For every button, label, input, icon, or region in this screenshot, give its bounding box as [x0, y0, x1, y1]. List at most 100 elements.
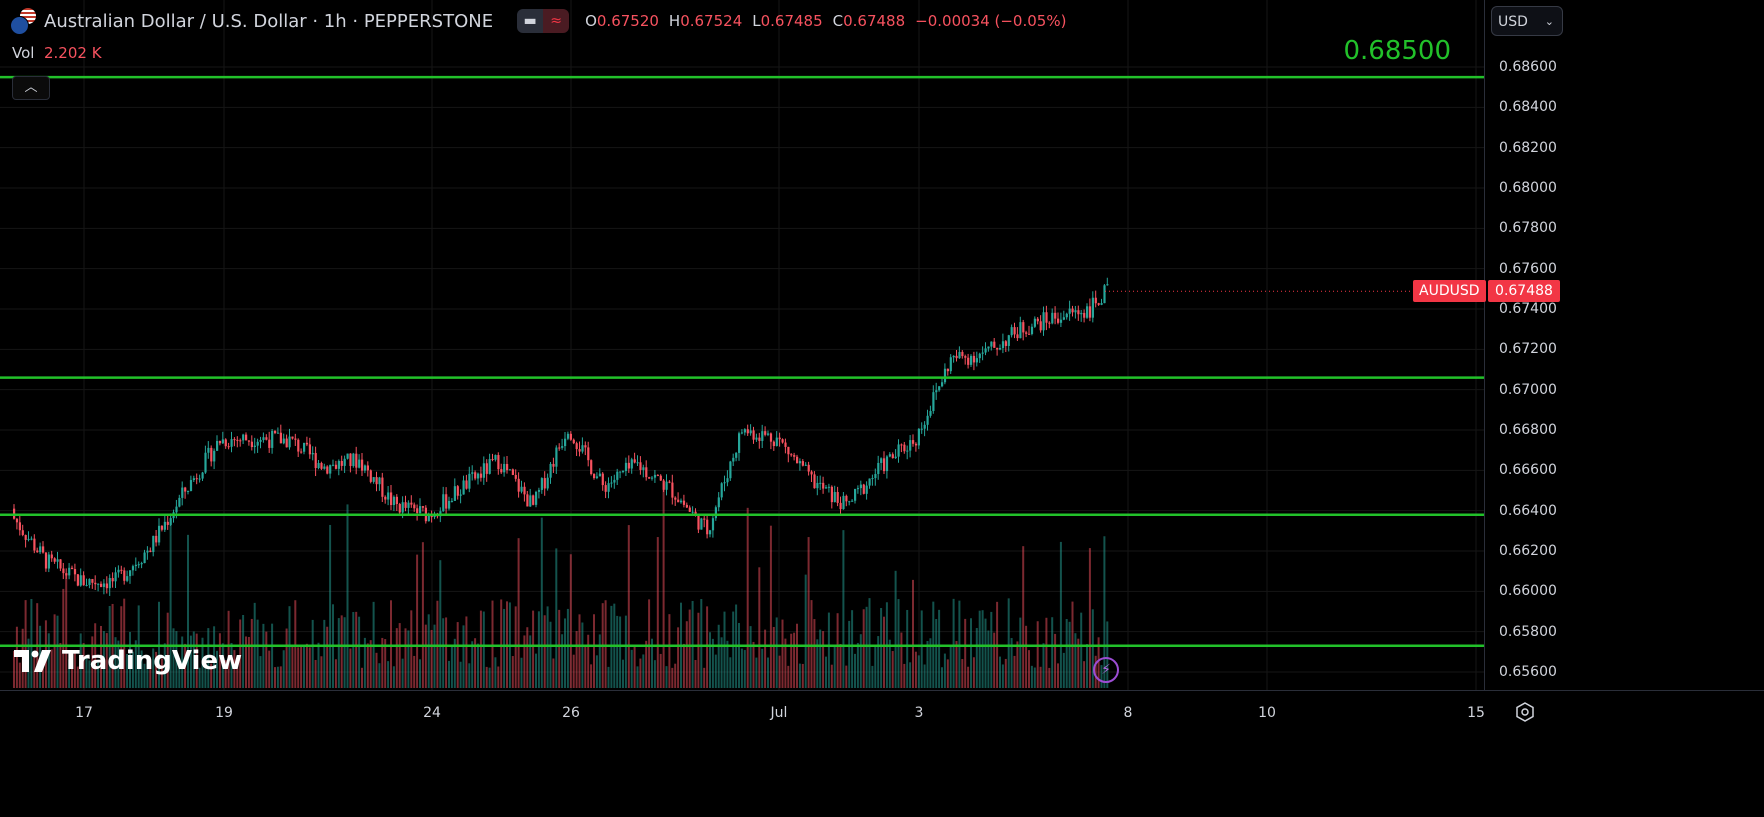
candle — [816, 482, 819, 489]
volume-bar — [938, 609, 941, 688]
candle — [479, 473, 483, 478]
candle — [935, 390, 938, 393]
candle — [564, 438, 567, 447]
volume-bar — [271, 623, 274, 688]
volume-bar — [543, 615, 546, 688]
time-axis[interactable]: 17 19 24 26 Jul 3 8 10 15 — [0, 690, 1764, 817]
candle — [752, 430, 755, 440]
volume-bar — [239, 619, 242, 688]
volume-bar — [340, 615, 343, 688]
volume-bar — [706, 606, 709, 688]
volume-bar — [769, 525, 772, 688]
volume-bar — [453, 638, 456, 688]
candle — [569, 433, 572, 440]
volume-bar — [584, 644, 587, 688]
volume-bar — [914, 651, 917, 688]
volume-bar — [15, 626, 18, 688]
volume-bar — [946, 659, 949, 688]
volume-bar — [146, 660, 149, 688]
symbol-title[interactable]: Australian Dollar / U.S. Dollar · 1h · P… — [44, 10, 494, 32]
volume-bar — [491, 600, 494, 688]
candle — [340, 460, 343, 466]
volume-bar — [160, 658, 163, 688]
candle — [830, 486, 833, 503]
price-chart[interactable] — [0, 0, 1484, 690]
price-axis[interactable]: USD ⌄ 0.68600 0.68400 0.68200 0.68000 0.67800… — [1484, 0, 1764, 690]
candle — [575, 443, 578, 450]
candle — [914, 443, 918, 446]
volume-bar — [555, 548, 558, 688]
wave-icon[interactable]: ≈ — [543, 9, 570, 33]
candle — [691, 511, 694, 513]
volume-bar — [529, 635, 532, 688]
volume-bar — [839, 643, 842, 688]
candle — [949, 357, 952, 372]
grid — [0, 0, 1484, 690]
candle — [337, 460, 340, 469]
candle — [1074, 310, 1077, 313]
candle — [1077, 310, 1080, 315]
volume-bar — [796, 623, 798, 688]
candle — [166, 521, 169, 525]
volume-bar — [218, 633, 221, 688]
low-label: L — [752, 12, 761, 30]
tradingview-logo[interactable]: TradingView — [14, 646, 242, 676]
volume-bar — [282, 650, 285, 688]
price-tick: 0.66000 — [1499, 583, 1557, 600]
volume-bar — [981, 610, 984, 688]
volume-bar — [578, 614, 581, 688]
volume-bar — [503, 608, 506, 688]
horizontal-lines[interactable] — [0, 75, 1484, 648]
volume-bar — [952, 598, 955, 688]
candle — [384, 496, 387, 500]
candle — [581, 445, 584, 452]
candle — [468, 473, 471, 489]
lightning-icon[interactable]: ⚡ — [1093, 657, 1119, 683]
volume-bar — [421, 542, 424, 688]
candle — [430, 514, 433, 518]
chevron-down-icon: ⌄ — [1544, 15, 1554, 28]
candle — [558, 447, 561, 449]
open-label: O — [585, 12, 597, 30]
candle — [961, 351, 964, 357]
volume-bar — [294, 600, 297, 688]
volume-legend: Vol 2.202 K — [12, 44, 102, 62]
volume-bar — [184, 643, 187, 688]
volume-bar — [604, 600, 607, 688]
candle — [62, 568, 65, 574]
minus-icon[interactable]: ▬ — [517, 9, 544, 33]
volume-bar — [648, 599, 651, 688]
candle — [671, 482, 674, 498]
volume-bar — [694, 660, 697, 688]
candle — [53, 558, 56, 562]
volume-bar — [291, 645, 294, 688]
volume-bar — [13, 650, 15, 688]
candle — [619, 471, 622, 473]
volume-bar — [326, 626, 329, 688]
candle — [697, 513, 700, 530]
candle — [711, 518, 715, 531]
candle — [656, 474, 659, 476]
volume-bar — [424, 624, 427, 688]
candle — [703, 518, 706, 520]
chevron-up-icon[interactable]: ︿ — [12, 76, 50, 100]
volume-bar — [105, 633, 108, 688]
candle — [894, 456, 897, 459]
volume-bar — [862, 609, 865, 688]
candle — [485, 463, 488, 474]
volume-bar — [642, 654, 645, 688]
candle — [807, 464, 810, 472]
volume-bar — [169, 521, 172, 688]
settings-icon[interactable] — [1514, 701, 1536, 723]
candle — [1019, 322, 1022, 339]
volume-bar — [1059, 541, 1062, 688]
volume-bar — [227, 610, 230, 688]
volume-bar — [363, 637, 366, 688]
volume-bar — [285, 628, 288, 688]
currency-select[interactable]: USD ⌄ — [1491, 6, 1563, 36]
candle — [764, 431, 767, 435]
candle — [1030, 326, 1034, 335]
volume-bar — [390, 600, 392, 688]
high-value: 0.67524 — [680, 12, 743, 30]
candle — [300, 451, 303, 453]
